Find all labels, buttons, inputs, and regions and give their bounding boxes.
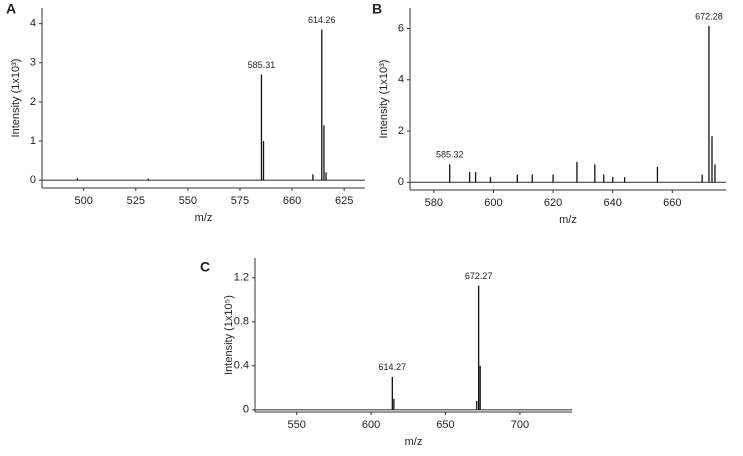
x-tick-label: 650 xyxy=(436,419,454,431)
x-tick-label: 660 xyxy=(283,195,301,207)
x-tick-label: 600 xyxy=(484,197,502,209)
y-tick-label: 0 xyxy=(398,176,404,188)
y-tick-label: 0.4 xyxy=(234,360,249,372)
y-tick-label: 0 xyxy=(30,174,36,186)
y-axis-label: Intensity (1x10⁵) xyxy=(223,295,235,375)
x-tick-label: 550 xyxy=(179,195,197,207)
y-tick-label: 2 xyxy=(30,96,36,108)
peak-annotation: 585.32 xyxy=(436,150,464,160)
y-tick-label: 3 xyxy=(30,57,36,69)
panel-label: A xyxy=(6,1,16,17)
x-axis-label: m/z xyxy=(405,436,423,448)
x-tick-label: 550 xyxy=(287,419,305,431)
peak-annotation: 614.27 xyxy=(379,362,407,372)
y-tick-label: 2 xyxy=(398,125,404,137)
peak-annotation: 614.26 xyxy=(308,15,336,25)
y-tick-label: 1.2 xyxy=(234,272,249,284)
y-tick-label: 0.8 xyxy=(234,316,249,328)
x-axis-label: m/z xyxy=(195,212,213,224)
panel-label: C xyxy=(200,259,210,275)
x-tick-label: 500 xyxy=(74,195,92,207)
peak-annotation: 672.28 xyxy=(695,11,723,21)
x-tick-label: 660 xyxy=(663,197,681,209)
peak-annotation: 585.31 xyxy=(248,60,276,70)
y-axis-label: Intensity (1x10³) xyxy=(378,60,390,139)
x-tick-label: 640 xyxy=(604,197,622,209)
y-tick-label: 6 xyxy=(398,22,404,34)
y-tick-label: 4 xyxy=(30,18,36,30)
y-tick-label: 1 xyxy=(30,135,36,147)
x-tick-label: 620 xyxy=(544,197,562,209)
x-tick-label: 700 xyxy=(511,419,529,431)
x-tick-label: 525 xyxy=(127,195,145,207)
x-tick-label: 600 xyxy=(362,419,380,431)
peak-annotation: 672.27 xyxy=(465,271,493,281)
y-tick-label: 0 xyxy=(243,404,249,416)
y-axis-label: Intensity (1x10³) xyxy=(10,59,22,138)
x-tick-label: 625 xyxy=(335,195,353,207)
x-axis-label: m/z xyxy=(559,214,577,226)
y-tick-label: 4 xyxy=(398,74,404,86)
x-tick-label: 575 xyxy=(231,195,249,207)
x-tick-label: 580 xyxy=(425,197,443,209)
panel-label: B xyxy=(372,1,382,17)
